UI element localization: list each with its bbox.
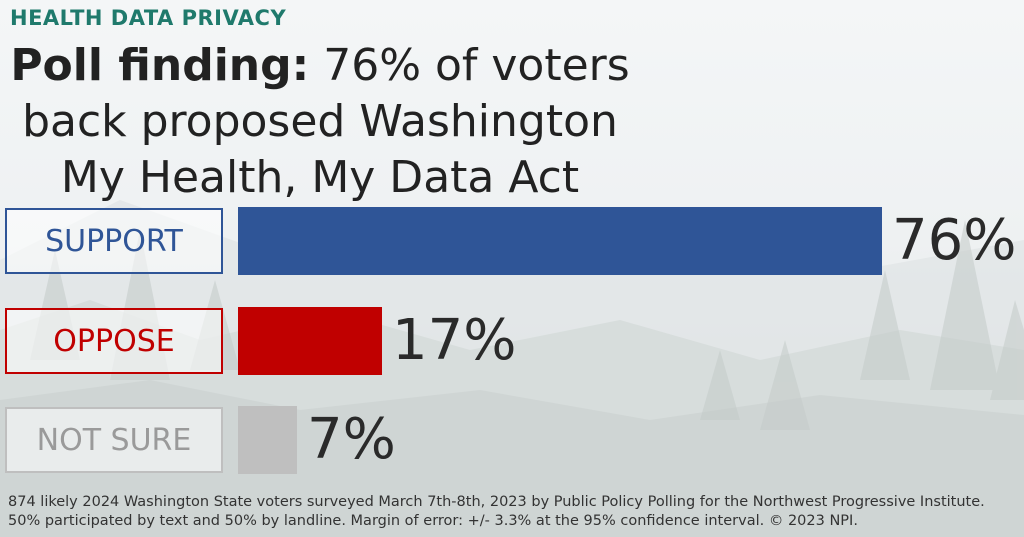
value-label-support: 76% (892, 208, 1017, 273)
value-label-oppose: 17% (392, 308, 517, 373)
category-label-oppose: OPPOSE (5, 308, 223, 374)
category-label-not-sure: NOT SURE (5, 407, 223, 473)
title-line-1-rest: 76% of voters (323, 40, 630, 91)
bar-support (238, 207, 882, 275)
category-label-support: SUPPORT (5, 208, 223, 274)
bar-not-sure (238, 406, 297, 474)
title-line-1: Poll finding: 76% of voters (0, 38, 640, 94)
methodology-footnote: 874 likely 2024 Washington State voters … (8, 494, 985, 529)
value-label-not-sure: 7% (307, 407, 396, 472)
section-kicker: HEALTH DATA PRIVACY (10, 6, 287, 30)
title-line-2: back proposed Washington (22, 96, 618, 147)
title-line-3: My Health, My Data Act (60, 152, 580, 203)
page-title: Poll finding: 76% of voters back propose… (0, 38, 640, 206)
bar-oppose (238, 307, 382, 375)
title-lead: Poll finding: (10, 40, 310, 91)
